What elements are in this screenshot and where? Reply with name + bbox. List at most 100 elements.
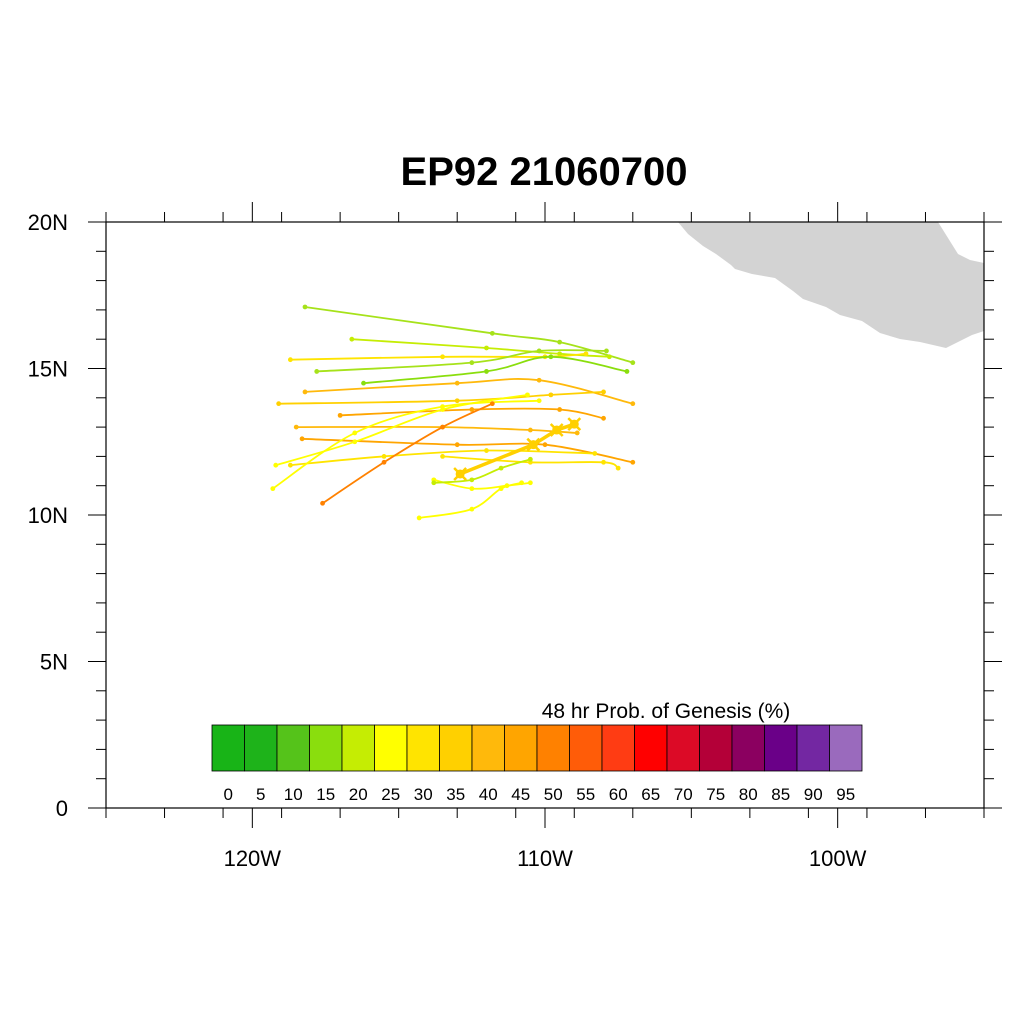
- track-point: [527, 427, 533, 433]
- track-point: [314, 369, 320, 374]
- track-point: [536, 377, 542, 383]
- track-point: [601, 389, 606, 395]
- track-point: [469, 506, 475, 512]
- track-point: [381, 454, 387, 459]
- colorbar-box: [666, 724, 700, 772]
- track-line: [433, 458, 531, 484]
- colorbar: 48 hr Prob. of Genesis (%) 0 5 10 15 20 25 30 3…: [211, 700, 863, 804]
- track-point: [454, 380, 460, 386]
- colorbar-label: 75: [706, 785, 725, 804]
- y-tick-label: 5N: [40, 650, 68, 675]
- track-line: [290, 449, 595, 467]
- colorbar-label: 60: [609, 785, 628, 804]
- track-point: [484, 369, 489, 374]
- track-line: [278, 391, 604, 405]
- track-point: [557, 351, 563, 357]
- colorbar-box: [601, 724, 635, 772]
- land-mass: [678, 222, 984, 348]
- track-point: [469, 486, 475, 492]
- y-tick-label: 0: [56, 796, 68, 821]
- track-point: [489, 401, 495, 407]
- mean-track-marker: [549, 423, 564, 437]
- y-axis-labels: 0 5N 10N 15N 20N: [28, 210, 68, 821]
- colorbar-label: 90: [804, 785, 823, 804]
- track-point: [469, 477, 475, 483]
- track-point: [519, 480, 524, 486]
- track-point: [601, 415, 606, 421]
- track-point: [302, 304, 308, 310]
- colorbar-box: [504, 724, 538, 772]
- colorbar-label: 0: [224, 785, 233, 804]
- colorbar-label: 5: [256, 785, 265, 804]
- track-point: [498, 486, 504, 492]
- track-line: [275, 394, 528, 467]
- track-point: [440, 404, 445, 409]
- track-point: [440, 424, 445, 430]
- track-line: [442, 455, 619, 469]
- track-point: [349, 336, 355, 342]
- colorbar-label: 55: [576, 785, 595, 804]
- track-point: [527, 456, 533, 462]
- track-point: [273, 462, 279, 468]
- colorbar-label: 85: [771, 785, 790, 804]
- colorbar-box: [471, 724, 505, 772]
- colorbar-label: 80: [739, 785, 758, 804]
- x-axis-labels: 120W 110W 100W: [224, 846, 867, 871]
- colorbar-label: 15: [316, 785, 335, 804]
- colorbar-box: [634, 724, 668, 772]
- track-point: [484, 345, 489, 351]
- colorbar-label: 20: [349, 785, 368, 804]
- track-line: [322, 402, 493, 505]
- track-point: [606, 354, 612, 360]
- colorbar-box: [406, 724, 440, 772]
- track-point: [557, 339, 563, 345]
- track-line: [304, 378, 634, 405]
- y-tick-label: 10N: [28, 503, 68, 528]
- tracks-layer: [270, 304, 636, 521]
- colorbar-box: [439, 724, 473, 772]
- track-point: [454, 398, 460, 404]
- track-line: [272, 399, 540, 490]
- x-tick-label: 120W: [224, 846, 282, 871]
- colorbar-box: [796, 724, 830, 772]
- track-point: [583, 351, 589, 357]
- colorbar-box: [699, 724, 733, 772]
- track-point: [630, 459, 636, 465]
- colorbar-label: 40: [479, 785, 498, 804]
- colorbar-labels: 0 5 10 15 20 25 30 35 40 45 50 55 60 65 70 75 80 85 90 95: [224, 785, 856, 804]
- mean-track-marker: [526, 437, 541, 452]
- colorbar-box: [829, 724, 863, 772]
- track-point: [299, 436, 305, 442]
- track-line: [363, 355, 628, 385]
- track-point: [536, 348, 542, 354]
- track-point: [287, 357, 293, 363]
- colorbar-label: 10: [284, 785, 303, 804]
- colorbar-title: 48 hr Prob. of Genesis (%): [542, 700, 791, 723]
- track-point: [536, 398, 542, 404]
- track-point: [337, 412, 343, 418]
- track-point: [440, 454, 445, 459]
- track-point: [592, 451, 598, 456]
- colorbar-box: [536, 724, 570, 772]
- track-point: [624, 369, 630, 374]
- track-line: [351, 338, 610, 358]
- mean-track-marker: [567, 417, 582, 432]
- track-line: [419, 481, 522, 519]
- track-point: [302, 389, 308, 395]
- page-title: EP92 21060700: [400, 150, 688, 194]
- track-point: [287, 462, 293, 468]
- colorbar-box: [341, 724, 375, 772]
- track-line: [302, 437, 633, 464]
- track-point: [630, 401, 636, 407]
- colorbar-box: [309, 724, 343, 772]
- track-line: [316, 349, 607, 373]
- track-point: [548, 392, 554, 398]
- track-point: [601, 459, 606, 465]
- colorbar-box: [276, 724, 310, 772]
- track-point: [440, 354, 445, 360]
- colorbar-label: 25: [381, 785, 400, 804]
- colorbar-box: [244, 724, 278, 772]
- track-point: [381, 459, 387, 465]
- track-line: [290, 352, 587, 361]
